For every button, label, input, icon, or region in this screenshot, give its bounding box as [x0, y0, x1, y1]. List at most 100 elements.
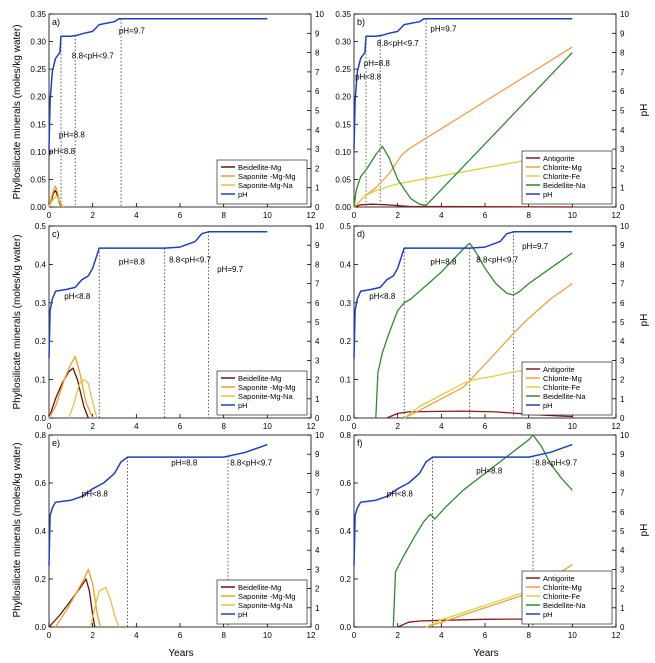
regime-annotation: 8.8<pH<9.7 [377, 39, 419, 48]
x-tick-label: 10 [263, 422, 272, 431]
right-y-tick-label: 2 [620, 376, 625, 385]
regime-annotation: pH=8.8 [171, 459, 198, 468]
right-y-tick-label: 1 [620, 604, 625, 613]
legend-label: pH [238, 401, 248, 410]
left-y-axis-label-top: Phyllosilicate minerals (moles/kg water) [12, 24, 23, 199]
legend-box [521, 570, 613, 625]
right-y-tick-label: 1 [315, 604, 320, 613]
left-y-tick-label: 0.8 [340, 431, 352, 440]
right-y-tick-label: 1 [315, 395, 320, 404]
series-line-antigorite [353, 203, 573, 208]
series-line-ph [353, 18, 573, 150]
regime-annotation: pH<8.8 [64, 292, 91, 301]
x-tick-label: 10 [263, 211, 272, 220]
x-tick-label: 2 [395, 211, 400, 220]
left-y-tick-label: 0.4 [35, 260, 47, 269]
left-y-tick-label: 0.0 [340, 623, 352, 632]
left-y-tick-label: 0.05 [335, 175, 351, 184]
regime-annotation: pH<8.8 [369, 292, 396, 301]
x-tick-label: 2 [395, 422, 400, 431]
x-tick-label: 2 [90, 422, 95, 431]
x-tick-label: 6 [178, 422, 183, 431]
x-tick-label: 0 [352, 422, 357, 431]
right-y-tick-label: 0 [620, 203, 625, 212]
right-y-tick-label: 5 [315, 107, 320, 116]
right-y-tick-label: 6 [620, 508, 625, 517]
legend-label: pH [238, 610, 248, 619]
right-y-tick-label: 8 [315, 469, 320, 478]
right-y-tick-label: 7 [315, 489, 320, 498]
right-y-tick-label: 8 [315, 260, 320, 269]
right-y-tick-label: 6 [315, 299, 320, 308]
x-tick-label: 10 [568, 631, 577, 640]
right-y-tick-label: 5 [315, 318, 320, 327]
x-tick-label: 4 [134, 422, 139, 431]
right-y-tick-label: 8 [620, 49, 625, 58]
x-tick-label: 0 [352, 211, 357, 220]
legend-label: Chlorite-Fe [543, 592, 580, 601]
left-y-tick-label: 0.3 [340, 299, 352, 308]
x-tick-label: 0 [47, 631, 52, 640]
left-y-tick-label: 0.1 [340, 376, 352, 385]
series-line-beidellite-na [392, 434, 573, 628]
right-y-tick-label: 10 [315, 222, 324, 231]
chart-panel-1: 0.000.050.100.150.200.250.300.3501234567… [30, 10, 324, 220]
left-y-tick-label: 0.8 [35, 431, 47, 440]
right-y-tick-label: 5 [620, 107, 625, 116]
x-tick-label: 6 [483, 422, 488, 431]
x-tick-label: 8 [526, 631, 531, 640]
series-line-beidellite-na [375, 242, 573, 419]
right-y-tick-label: 6 [620, 299, 625, 308]
legend-label: Saponite -Mg-Mg [238, 592, 296, 601]
regime-annotation: pH=9.7 [217, 265, 244, 274]
panel-label: c) [52, 229, 60, 239]
right-y-tick-label: 3 [620, 356, 625, 365]
series-line-saponite-mg-na [48, 195, 64, 208]
right-y-tick-label: 4 [315, 126, 320, 135]
left-y-axis-label-middle: Phyllosilicate minerals (moles/kg water) [12, 234, 23, 409]
right-y-tick-label: 5 [620, 318, 625, 327]
legend-label: pH [543, 610, 553, 619]
series-line-saponite-mg-mg [54, 568, 101, 628]
right-y-tick-label: 7 [620, 280, 625, 289]
legend-label: Saponite -Mg-Mg [238, 383, 296, 392]
right-y-tick-label: 6 [315, 508, 320, 517]
left-y-tick-label: 0.2 [35, 337, 47, 346]
right-y-tick-label: 6 [620, 87, 625, 96]
right-y-tick-label: 3 [620, 565, 625, 574]
right-y-tick-label: 8 [620, 260, 625, 269]
regime-annotation: pH=8.8 [59, 131, 86, 140]
left-y-tick-label: 0.0 [35, 414, 47, 423]
legend-label: Beidellite-Mg [238, 583, 281, 592]
left-y-tick-label: 0.2 [35, 575, 47, 584]
series-line-ph [48, 443, 268, 566]
left-y-tick-label: 0.15 [30, 120, 46, 129]
legend-label: pH [238, 190, 248, 199]
series-line-beidellite-mg [48, 367, 89, 419]
right-y-tick-label: 3 [620, 145, 625, 154]
right-y-tick-label: 1 [620, 184, 625, 193]
x-tick-label: 2 [90, 211, 95, 220]
right-y-tick-label: 3 [315, 145, 320, 154]
panel-label: d) [357, 229, 365, 239]
panel-label: b) [357, 17, 365, 27]
x-tick-label: 10 [568, 422, 577, 431]
regime-annotation: pH=8.8 [476, 466, 503, 475]
right-y-tick-label: 4 [315, 337, 320, 346]
legend-label: Saponite -Mg-Mg [238, 172, 296, 181]
right-y-tick-label: 4 [315, 546, 320, 555]
right-y-tick-label: 0 [315, 623, 320, 632]
x-axis-label-left: Years [168, 648, 193, 659]
left-y-tick-label: 0.35 [335, 10, 351, 19]
legend-label: Antigorite [543, 574, 575, 583]
right-y-tick-label: 0 [315, 414, 320, 423]
right-y-tick-label: 3 [315, 565, 320, 574]
right-y-tick-label: 2 [315, 376, 320, 385]
right-y-tick-label: 9 [315, 29, 320, 38]
left-y-tick-label: 0.3 [35, 299, 47, 308]
legend-label: pH [543, 190, 553, 199]
left-y-tick-label: 0.4 [340, 527, 352, 536]
left-y-tick-label: 0.6 [340, 479, 352, 488]
series-line-antigorite [386, 410, 573, 419]
